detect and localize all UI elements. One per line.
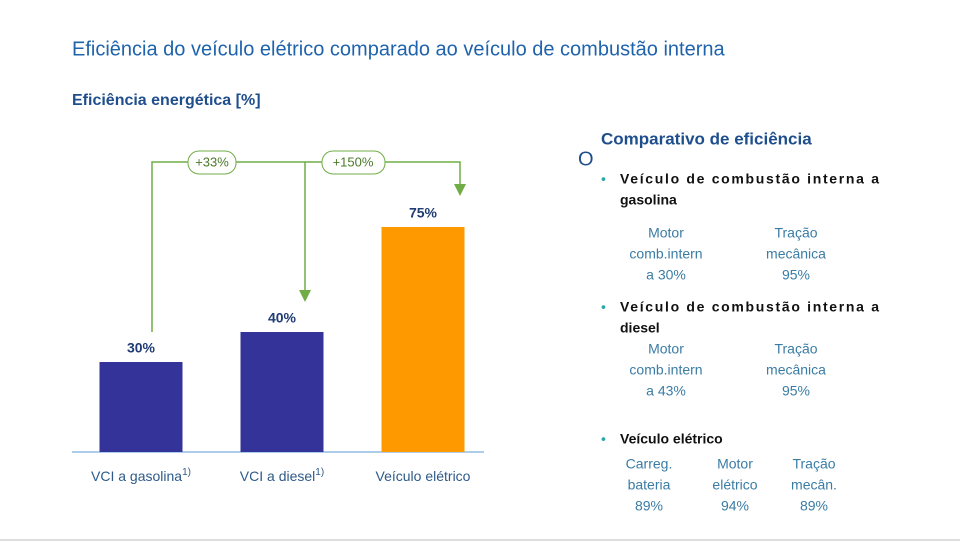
component: Motor <box>648 341 684 357</box>
slide-title: Eficiência do veículo elétrico comparado… <box>72 38 725 60</box>
footnote-mark: 1) <box>182 467 191 478</box>
bullet: • <box>601 431 606 447</box>
item-label: Veículo elétrico <box>620 431 723 447</box>
component: Tração <box>774 225 817 241</box>
category: VCI a gasolina <box>91 468 182 484</box>
annotation-box <box>187 150 237 175</box>
chart-title: Eficiência energética [%] <box>72 92 261 109</box>
component: Tração <box>792 456 835 472</box>
footnote-mark: 1) <box>315 467 324 478</box>
component: Carreg. <box>626 456 673 472</box>
item-label: Veículo de combustão interna a <box>620 299 879 315</box>
arrowhead <box>299 290 311 302</box>
x-tick-label: VCI a gasolina1) <box>91 467 191 484</box>
component: 89% <box>635 498 663 514</box>
bar <box>99 362 183 452</box>
component: mecânica <box>766 246 826 262</box>
component: Motor <box>717 456 753 472</box>
component: Motor <box>648 225 684 241</box>
component: Tração <box>774 341 817 357</box>
bullet: • <box>601 171 606 187</box>
component: mecân. <box>791 477 837 493</box>
x-tick-label: Veículo elétrico <box>376 468 471 484</box>
item-label: diesel <box>620 320 660 336</box>
value-label: 30% <box>127 340 156 356</box>
item-label: Veículo de combustão interna a <box>620 171 879 187</box>
annotation-box <box>321 150 386 175</box>
category: VCI a diesel <box>240 468 315 484</box>
x-tick-label: VCI a diesel1) <box>240 467 324 484</box>
value-label: 40% <box>268 310 297 326</box>
annotation: +33% <box>195 154 229 169</box>
component: comb.intern <box>629 362 702 378</box>
bullet: • <box>601 299 606 315</box>
panel-heading: Comparativo de eficiência <box>601 129 812 148</box>
component: comb.intern <box>629 246 702 262</box>
annotation: +150% <box>333 154 374 169</box>
component: elétrico <box>712 477 757 493</box>
component: 89% <box>800 498 828 514</box>
component: 95% <box>782 383 810 399</box>
component: 94% <box>721 498 749 514</box>
component: 95% <box>782 267 810 283</box>
item-label: gasolina <box>620 192 677 208</box>
bar <box>240 332 324 452</box>
value-label: 75% <box>409 205 438 221</box>
component: a 30% <box>646 267 686 283</box>
component: mecânica <box>766 362 826 378</box>
component: a 43% <box>646 383 686 399</box>
panel-marker: O <box>578 148 594 170</box>
bar <box>381 227 465 452</box>
component: bateria <box>628 477 671 493</box>
category: Veículo elétrico <box>376 468 471 484</box>
arrowhead <box>454 184 466 196</box>
